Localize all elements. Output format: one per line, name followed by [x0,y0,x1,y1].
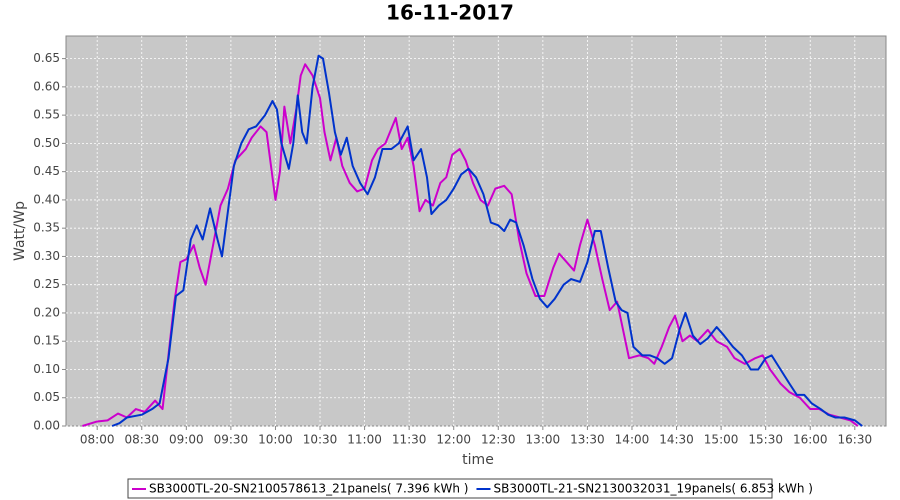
x-tick-label: 13:00 [526,433,561,447]
x-tick-label: 15:30 [748,433,783,447]
x-tick-label: 09:00 [169,433,204,447]
y-tick-label: 0.40 [33,192,60,206]
x-tick-label: 10:00 [258,433,293,447]
y-tick-label: 0.30 [33,249,60,263]
x-tick-label: 14:00 [615,433,650,447]
x-tick-label: 11:00 [347,433,382,447]
y-tick-label: 0.15 [33,334,60,348]
y-tick-label: 0.60 [33,79,60,93]
y-tick-label: 0.25 [33,277,60,291]
x-tick-label: 12:00 [436,433,471,447]
x-axis-label: time [462,452,494,468]
y-tick-label: 0.55 [33,108,60,122]
y-tick-label: 0.65 [33,51,60,65]
series-line [111,54,863,427]
x-tick-label: 16:00 [793,433,828,447]
x-tick-label: 08:00 [80,433,115,447]
y-axis-label: Watt/Wp [12,201,28,261]
y-tick-label: 0.00 [33,419,60,433]
x-tick-label: 10:30 [303,433,338,447]
x-tick-label: 15:00 [704,433,739,447]
y-tick-label: 0.20 [33,305,60,319]
legend-label: SB3000TL-21-SN2130032031_19panels( 6.853… [493,482,812,496]
x-tick-label: 13:30 [570,433,605,447]
x-tick-label: 16:30 [838,433,873,447]
y-tick-label: 0.05 [33,390,60,404]
x-tick-label: 14:30 [659,433,694,447]
x-tick-label: 12:30 [481,433,516,447]
legend-label: SB3000TL-20-SN2100578613_21panels( 7.396… [149,482,468,496]
y-tick-label: 0.45 [33,164,60,178]
y-tick-label: 0.35 [33,221,60,235]
x-tick-label: 11:30 [392,433,427,447]
legend [127,478,773,499]
x-tick-label: 08:30 [124,433,159,447]
y-tick-label: 0.50 [33,136,60,150]
plot-area [65,35,887,427]
y-tick-label: 0.10 [33,362,60,376]
chart-title: 16-11-2017 [386,1,514,25]
x-tick-label: 09:30 [214,433,249,447]
